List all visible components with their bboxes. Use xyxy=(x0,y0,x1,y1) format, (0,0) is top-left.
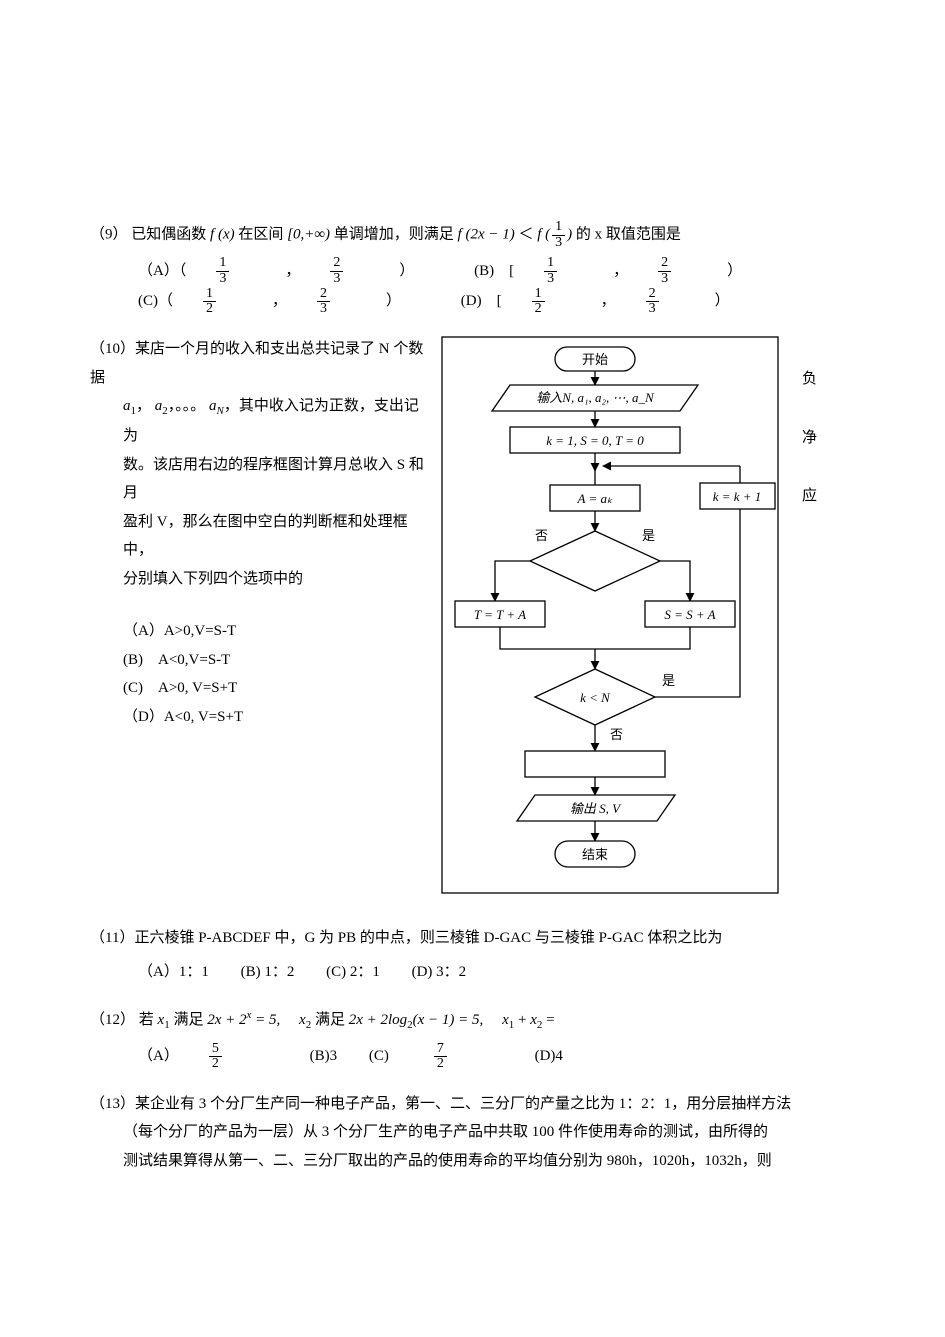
q10-line5: 分别填入下列四个选项中的 xyxy=(90,565,430,594)
flow-yes-2: 是 xyxy=(662,673,675,688)
flow-output: 输出 S, V xyxy=(570,801,622,816)
q11-stem: 正六棱锥 P-ABCDEF 中，G 为 PB 的中点，则三棱锥 D-GAC 与三… xyxy=(134,930,722,946)
q9-stem-c: 单调增加，则满足 xyxy=(334,227,454,243)
q10-line1: 某店一个月的收入和支出总共记录了 N 个数据 xyxy=(90,341,423,386)
margin-note-3: 应 xyxy=(802,482,817,511)
flow-kinc: k = k + 1 xyxy=(713,489,762,504)
flow-no-2: 否 xyxy=(610,727,623,742)
q11-option-a: （A）1：1 xyxy=(138,958,209,987)
flow-yes-1: 是 xyxy=(642,528,655,543)
q9-frac-1-3: 13 xyxy=(552,220,565,250)
flow-no-1: 否 xyxy=(535,528,548,543)
q12-option-c: (C) 72 xyxy=(369,1042,503,1072)
q10-option-b: (B) A<0,V=S-T xyxy=(90,646,430,675)
q12-option-a: （A）52 xyxy=(138,1042,278,1072)
q11-options: （A）1：1 (B) 1：2 (C) 2：1 (D) 3：2 xyxy=(90,958,855,987)
q9-stem-d: 的 x 取值范围是 xyxy=(576,227,681,243)
flow-input: 输入N, a₁, a₂, ⋯, a_N xyxy=(536,390,655,405)
q9-option-d: (D) [12，23） xyxy=(461,287,758,317)
q9-option-a: （A）（13，23） xyxy=(138,256,442,286)
q13-number: （13） xyxy=(90,1096,135,1112)
q11-option-c: (C) 2：1 xyxy=(326,958,380,987)
margin-note-2: 净 xyxy=(802,424,817,453)
q12-options: （A）52 (B)3 (C) 72 (D)4 xyxy=(90,1042,855,1072)
q9-f-close: ) xyxy=(567,227,572,243)
q10-option-a: （A）A>0,V=S-T xyxy=(90,617,430,646)
q10-option-c: (C) A>0, V=S+T xyxy=(90,674,430,703)
flow-kltN: k < N xyxy=(580,690,611,705)
q9-ineq-left: f (2x − 1) xyxy=(458,227,515,243)
q9-option-c: (C)（12，23） xyxy=(138,287,429,317)
q12-number: （12） xyxy=(90,1012,135,1028)
q10-number: （10） xyxy=(90,341,135,357)
q9-interval: [0,+∞) xyxy=(287,227,330,243)
q9-option-b: (B) [13，23） xyxy=(474,256,770,286)
question-11: （11）正六棱锥 P-ABCDEF 中，G 为 PB 的中点，则三棱锥 D-GA… xyxy=(90,924,855,987)
margin-note-1: 负 xyxy=(802,365,817,394)
flow-start: 开始 xyxy=(582,352,608,367)
q13-line2: （每个分厂的产品为一层）从 3 个分厂生产的电子产品中共取 100 件作使用寿命… xyxy=(90,1118,855,1147)
q9-options: （A）（13，23） (B) [13，23） (C)（12，23） (D) [1… xyxy=(90,256,855,317)
q12-option-d: (D)4 xyxy=(535,1042,563,1071)
q10-line4: 盈利 V，那么在图中空白的判断框和处理框中， xyxy=(90,508,430,565)
flow-t-update: T = T + A xyxy=(474,607,526,622)
q13-line3: 测试结果算得从第一、二、三分厂取出的产品的使用寿命的平均值分别为 980h，10… xyxy=(90,1147,855,1176)
q9-f-open: f ( xyxy=(537,227,550,243)
q13-line1: 某企业有 3 个分厂生产同一种电子产品，第一、二、三分厂的产量之比为 1：2：1… xyxy=(135,1096,791,1112)
q10-margin-notes: 负 净 应 xyxy=(802,335,817,541)
q11-option-b: (B) 1：2 xyxy=(241,958,295,987)
q9-lt: ＜ xyxy=(518,227,533,243)
q9-stem-a: 已知偶函数 xyxy=(131,227,206,243)
flow-assign-a: A = aₖ xyxy=(576,491,612,506)
q10-text: （10）某店一个月的收入和支出总共记录了 N 个数据 a1， a2，。。。 aN… xyxy=(90,335,430,731)
q10-line3: 数。该店用右边的程序框图计算月总收入 S 和月 xyxy=(90,451,430,508)
question-13: （13）某企业有 3 个分厂生产同一种电子产品，第一、二、三分厂的产量之比为 1… xyxy=(90,1090,855,1176)
q10-flowchart: 开始 输入N, a₁, a₂, ⋯, a_N k = 1, S = 0, T =… xyxy=(440,335,780,906)
question-10: （10）某店一个月的收入和支出总共记录了 N 个数据 a1， a2，。。。 aN… xyxy=(90,335,855,906)
flow-s-update: S = S + A xyxy=(664,607,715,622)
q9-stem-b: 在区间 xyxy=(238,227,283,243)
flow-init: k = 1, S = 0, T = 0 xyxy=(546,433,644,448)
question-9: （9） 已知偶函数 f (x) 在区间 [0,+∞) 单调增加，则满足 f (2… xyxy=(90,220,855,317)
q9-fx: f (x) xyxy=(210,227,235,243)
question-12: （12） 若 x1 满足 2x + 2x = 5, x2 满足 2x + 2lo… xyxy=(90,1005,855,1072)
q12-option-b: (B)3 xyxy=(310,1042,338,1071)
q9-number: （9） xyxy=(90,227,128,243)
flow-end: 结束 xyxy=(582,847,608,862)
q11-option-d: (D) 3：2 xyxy=(412,958,467,987)
q10-option-d: （D）A<0, V=S+T xyxy=(90,703,430,732)
q11-number: （11） xyxy=(90,930,134,946)
